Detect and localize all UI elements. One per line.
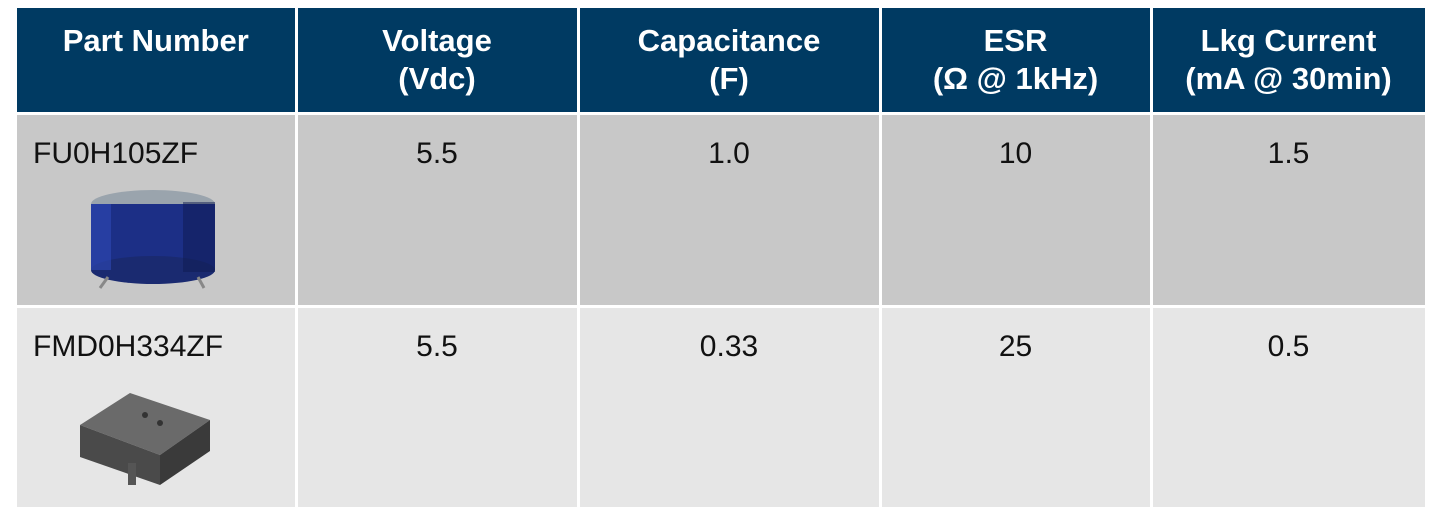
header-cell: Part Number — [17, 8, 295, 112]
table-cell: 5.5 — [297, 114, 577, 305]
header-text: (Vdc) — [398, 61, 476, 96]
cell-value: 25 — [998, 329, 1033, 363]
table-cell: 10 — [881, 114, 1150, 305]
part-number: FU0H105ZF — [33, 136, 199, 170]
table-cell: 25 — [881, 307, 1150, 507]
cell-value: 10 — [998, 136, 1033, 170]
table-cell: 0.5 — [1152, 307, 1425, 507]
cell-value: 5.5 — [416, 136, 458, 170]
header-text: Capacitance — [637, 23, 821, 58]
table-cell: 5.5 — [297, 307, 577, 507]
table-cell: 1.5 — [1152, 114, 1425, 305]
cell-value: 1.5 — [1267, 136, 1310, 170]
header-cell: ESR (Ω @ 1kHz) — [881, 8, 1150, 112]
table-cell: 1.0 — [579, 114, 879, 305]
header-text: Part Number — [62, 23, 249, 58]
cell-value: 1.0 — [708, 136, 750, 170]
header-cell: Voltage (Vdc) — [297, 8, 577, 112]
header-text: (F) — [709, 61, 749, 96]
header-text: (mA @ 30min) — [1185, 61, 1392, 96]
cell-value: 5.5 — [416, 329, 458, 363]
header-text: Voltage — [382, 23, 492, 58]
cell-value: 0.5 — [1267, 329, 1310, 363]
header-text: ESR — [983, 23, 1048, 58]
part-number: FMD0H334ZF — [33, 329, 224, 363]
cell-value: 0.33 — [699, 329, 759, 363]
header-cell: Lkg Current (mA @ 30min) — [1152, 8, 1425, 112]
header-text: (Ω @ 1kHz) — [932, 61, 1099, 96]
header-cell: Capacitance (F) — [579, 8, 879, 112]
capacitor-photo-2 — [80, 393, 210, 485]
header-text: Lkg Current — [1200, 23, 1377, 58]
table-cell: 0.33 — [579, 307, 879, 507]
capacitor-photo-1 — [91, 190, 215, 289]
